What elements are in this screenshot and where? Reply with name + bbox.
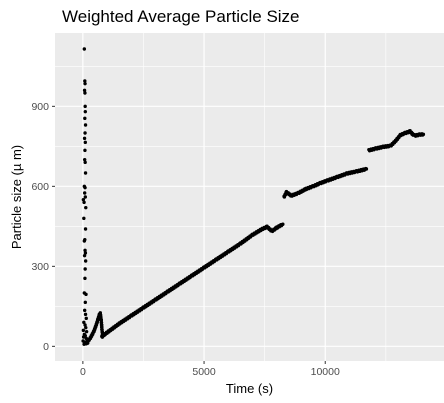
data-point <box>84 325 88 330</box>
y-tick-label: 600 <box>31 181 49 193</box>
data-point <box>83 123 88 127</box>
data-point <box>83 160 87 165</box>
data-point <box>84 292 88 297</box>
data-point <box>83 104 87 109</box>
data-point <box>84 205 88 210</box>
data-point <box>81 335 86 339</box>
data-point <box>83 248 87 253</box>
data-point <box>82 47 87 51</box>
data-point <box>82 157 87 162</box>
plot-area <box>55 33 444 361</box>
data-point <box>83 227 88 231</box>
data-point <box>83 79 87 83</box>
data-point <box>83 276 87 281</box>
data-point <box>83 259 88 263</box>
x-tick-label: 10000 <box>311 366 340 378</box>
data-point <box>83 109 88 114</box>
data-point <box>83 148 87 153</box>
data-points <box>81 47 426 346</box>
data-point <box>83 91 87 95</box>
data-point <box>82 200 86 205</box>
data-point <box>82 88 87 93</box>
data-point <box>281 222 285 226</box>
data-point <box>364 167 369 171</box>
data-point <box>83 171 88 175</box>
data-point <box>82 320 86 325</box>
data-point <box>83 312 88 317</box>
data-point <box>83 300 88 305</box>
data-point <box>421 132 426 137</box>
data-point <box>82 136 87 141</box>
data-point <box>83 323 87 327</box>
data-point <box>82 253 87 258</box>
data-point <box>83 131 87 135</box>
data-point <box>82 191 87 195</box>
chart-title: Weighted Average Particle Size <box>62 7 300 26</box>
data-point <box>83 267 87 271</box>
y-axis-label: Particle size (µ m) <box>9 145 24 249</box>
data-point <box>83 195 88 199</box>
y-tick-label: 900 <box>31 101 49 113</box>
x-tick-label: 5000 <box>192 366 216 378</box>
data-point <box>81 328 86 333</box>
x-axis-label: Time (s) <box>226 381 273 396</box>
data-point <box>82 239 87 243</box>
data-point <box>83 140 88 145</box>
data-point <box>84 329 89 334</box>
data-point <box>83 116 87 121</box>
data-point <box>84 316 88 321</box>
data-point <box>83 185 87 190</box>
data-point <box>83 251 88 255</box>
data-point <box>83 81 87 86</box>
data-point <box>82 308 87 313</box>
data-point <box>81 197 86 202</box>
data-point <box>82 216 86 221</box>
y-tick-label: 300 <box>31 261 49 273</box>
y-tick-label: 0 <box>43 341 49 353</box>
x-tick-label: 0 <box>80 366 86 378</box>
